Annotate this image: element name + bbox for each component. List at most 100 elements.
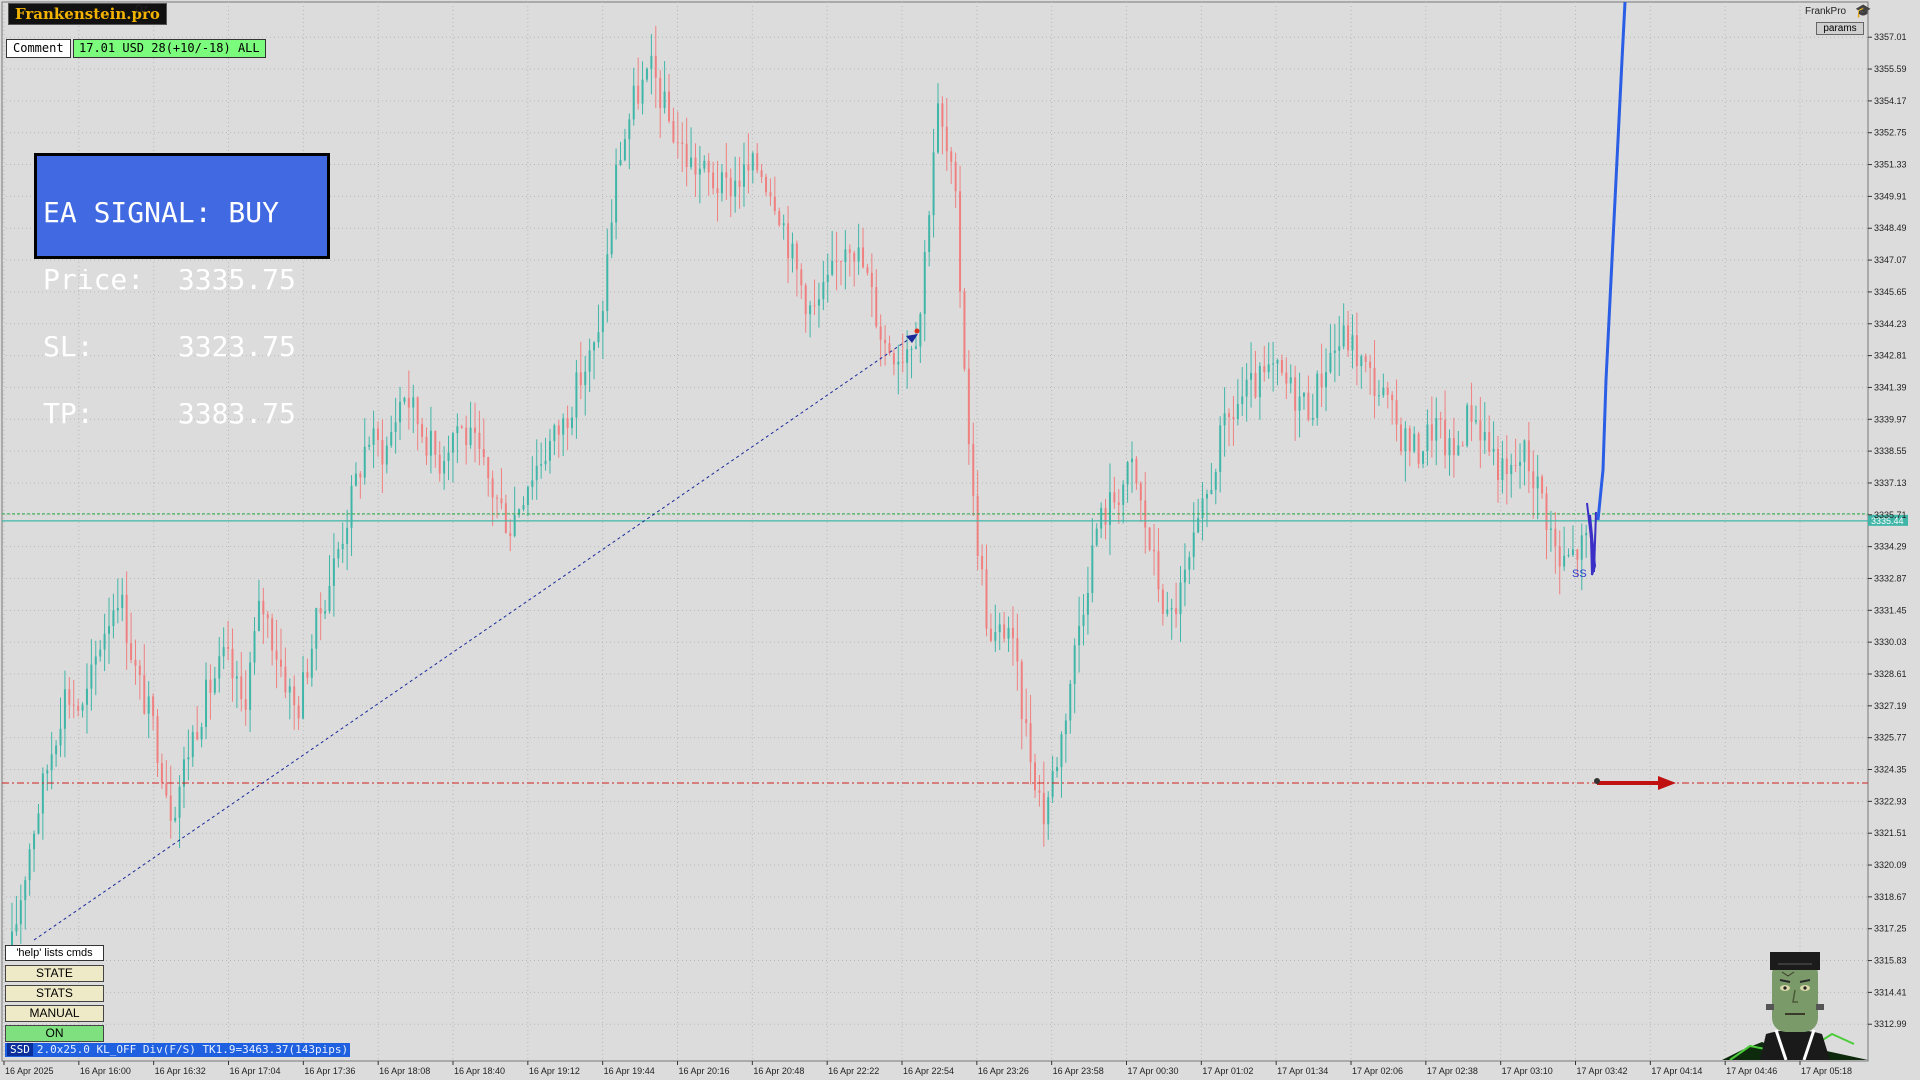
candle-body <box>623 139 626 161</box>
candle-body <box>416 397 419 425</box>
candle-body <box>989 628 992 641</box>
candle-body <box>610 222 613 255</box>
candle-body <box>923 252 926 314</box>
candle-body <box>1144 500 1147 528</box>
comment-button[interactable]: Comment <box>6 39 71 58</box>
candle-body <box>562 418 565 435</box>
candle-body <box>1029 723 1032 763</box>
candle-body <box>1470 405 1473 422</box>
candle-body <box>121 594 124 609</box>
candle-body <box>266 614 269 619</box>
candle-body <box>1554 528 1557 547</box>
candle-body <box>1042 792 1045 825</box>
candle-body <box>932 152 935 216</box>
candle-body <box>191 732 194 758</box>
candle-body <box>11 931 13 946</box>
candle-body <box>800 269 803 286</box>
candle-body <box>729 177 732 197</box>
candle-body <box>491 478 494 498</box>
y-tick-label: 3318.67 <box>1874 892 1907 902</box>
candle-body <box>1289 377 1292 384</box>
y-tick-label: 3331.45 <box>1874 605 1907 615</box>
candle-body <box>866 267 869 273</box>
candle-body <box>182 759 185 787</box>
candle-body <box>791 243 794 259</box>
candle-body <box>429 430 432 456</box>
candle-body <box>738 180 741 187</box>
candle-body <box>906 349 909 363</box>
candle-body <box>1413 433 1416 452</box>
y-tick-label: 3312.99 <box>1874 1019 1907 1029</box>
candle-body <box>1135 458 1138 484</box>
candle-body <box>103 633 106 650</box>
manual-button[interactable]: MANUAL <box>5 1005 104 1022</box>
candle-body <box>1122 484 1125 505</box>
candle-body <box>769 192 772 197</box>
candle-body <box>994 632 997 641</box>
candle-body <box>1488 432 1491 452</box>
candle-body <box>703 160 706 169</box>
candle-body <box>288 686 291 693</box>
candle-body <box>1382 387 1385 396</box>
candle-body <box>1408 428 1411 452</box>
y-tick-label: 3352.75 <box>1874 128 1907 138</box>
candle-body <box>41 773 44 814</box>
candle-body <box>716 188 719 194</box>
candle-body <box>257 600 260 632</box>
candle-body <box>1210 489 1213 494</box>
candle-body <box>698 168 701 175</box>
candle-body <box>522 505 525 510</box>
signal-direction: EA SIGNAL: BUY <box>43 202 280 225</box>
candle-body <box>306 672 309 678</box>
candle-body <box>1126 462 1129 485</box>
candle-body <box>782 223 785 226</box>
candle-body <box>381 439 384 465</box>
stats-button[interactable]: STATS <box>5 985 104 1002</box>
candle-body <box>1060 734 1063 768</box>
candle-body <box>112 610 115 627</box>
y-tick-label: 3325.77 <box>1874 733 1907 743</box>
candle-body <box>85 688 88 705</box>
candle-body <box>403 397 406 402</box>
candle-body <box>1232 417 1235 420</box>
candle-body <box>659 77 662 109</box>
candle-series <box>11 25 1596 948</box>
candle-body <box>1422 451 1425 464</box>
candle-body <box>1496 448 1499 481</box>
candle-body <box>1073 645 1076 684</box>
candle-body <box>368 444 371 447</box>
candle-body <box>324 611 327 614</box>
on-toggle-button[interactable]: ON <box>5 1025 104 1042</box>
candle-body <box>959 191 962 292</box>
candle-body <box>804 285 807 315</box>
candle-body <box>773 196 776 212</box>
candle-body <box>760 170 763 177</box>
candle-body <box>1188 557 1191 570</box>
params-button[interactable]: params <box>1816 22 1864 35</box>
candle-body <box>862 247 865 268</box>
candle-body <box>1347 325 1350 351</box>
y-tick-label: 3322.93 <box>1874 796 1907 806</box>
candle-body <box>835 260 838 262</box>
candle-body <box>1514 464 1517 466</box>
x-tick-label: 17 Apr 03:42 <box>1577 1066 1628 1076</box>
candle-body <box>160 763 163 784</box>
candle-body <box>205 679 208 727</box>
candle-body <box>394 422 397 432</box>
candle-body <box>879 326 882 340</box>
candle-body <box>513 514 516 537</box>
candle-body <box>363 446 366 478</box>
candle-body <box>1492 448 1495 452</box>
x-tick-label: 16 Apr 22:22 <box>828 1066 879 1076</box>
candle-body <box>787 223 790 259</box>
x-tick-label: 16 Apr 16:32 <box>155 1066 206 1076</box>
state-button[interactable]: STATE <box>5 965 104 982</box>
candle-body <box>1320 373 1323 388</box>
candle-body <box>482 448 485 458</box>
signal-price: Price: 3335.75 <box>43 269 296 292</box>
candle-body <box>518 509 521 515</box>
candle-body <box>284 666 287 693</box>
graduation-cap-icon[interactable]: 🎓 <box>1855 4 1872 19</box>
candle-body <box>817 299 820 306</box>
